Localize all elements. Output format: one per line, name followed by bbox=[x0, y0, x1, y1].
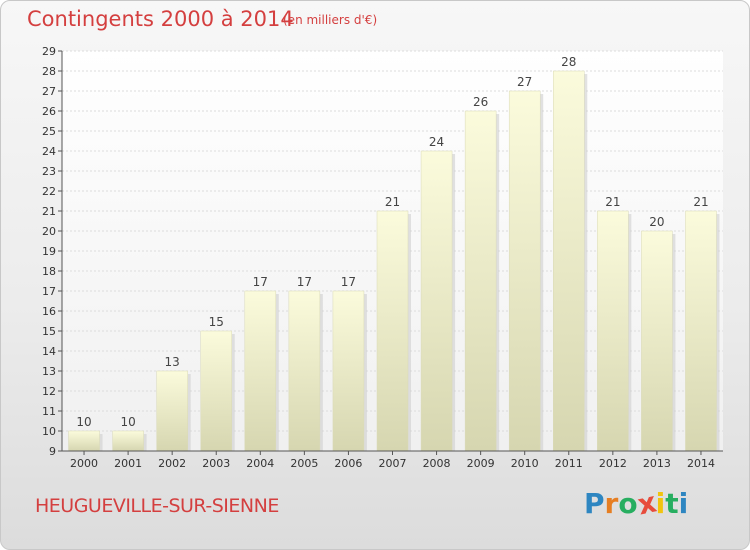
data-label: 15 bbox=[209, 315, 224, 329]
x-tick-label: 2003 bbox=[202, 457, 230, 470]
bar bbox=[597, 210, 629, 452]
bar bbox=[508, 90, 541, 452]
logo-letter: r bbox=[604, 487, 619, 520]
data-label: 13 bbox=[165, 355, 180, 369]
x-tick-label: 2009 bbox=[467, 457, 495, 470]
bar bbox=[420, 150, 453, 452]
chart-title: Contingents 2000 à 2014 bbox=[27, 7, 294, 31]
x-tick-label: 2012 bbox=[599, 457, 627, 470]
x-tick-label: 2014 bbox=[687, 457, 715, 470]
data-label: 17 bbox=[253, 275, 268, 289]
x-tick-label: 2004 bbox=[246, 457, 274, 470]
data-label: 24 bbox=[429, 135, 444, 149]
x-tick-label: 2002 bbox=[158, 457, 186, 470]
data-label: 17 bbox=[341, 275, 356, 289]
data-label: 17 bbox=[297, 275, 312, 289]
x-tick-label: 2007 bbox=[379, 457, 407, 470]
x-tick-label: 2001 bbox=[114, 457, 142, 470]
logo-letter: P bbox=[584, 487, 605, 520]
logo-letter: i bbox=[678, 487, 689, 520]
commune-name: HEUGUEVILLE-SUR-SIENNE bbox=[35, 495, 279, 517]
x-tick-label: 2008 bbox=[423, 457, 451, 470]
y-tick-label: 13 bbox=[42, 365, 56, 378]
bar bbox=[288, 290, 321, 452]
y-tick-label: 25 bbox=[42, 125, 56, 138]
bar bbox=[641, 230, 673, 452]
bar bbox=[244, 290, 277, 452]
data-label: 21 bbox=[385, 195, 400, 209]
y-tick-label: 28 bbox=[42, 65, 56, 78]
chart-subtitle: (en milliers d'€) bbox=[283, 13, 378, 27]
data-label: 21 bbox=[693, 195, 708, 209]
y-tick-label: 12 bbox=[42, 385, 56, 398]
y-tick-label: 24 bbox=[42, 145, 56, 158]
logo-letter: t bbox=[665, 487, 679, 520]
data-label: 21 bbox=[605, 195, 620, 209]
bar bbox=[376, 210, 409, 452]
x-tick-label: 2011 bbox=[555, 457, 583, 470]
bar bbox=[68, 430, 100, 452]
y-tick-label: 14 bbox=[42, 345, 56, 358]
x-tick-label: 2013 bbox=[643, 457, 671, 470]
y-tick-label: 22 bbox=[42, 185, 56, 198]
data-label: 20 bbox=[649, 215, 664, 229]
data-label: 10 bbox=[76, 415, 91, 429]
data-label: 10 bbox=[120, 415, 135, 429]
y-tick-label: 11 bbox=[42, 405, 56, 418]
bar bbox=[685, 210, 717, 452]
bar bbox=[332, 290, 365, 452]
y-tick-label: 27 bbox=[42, 85, 56, 98]
y-tick-label: 23 bbox=[42, 165, 56, 178]
logo-letter: i bbox=[655, 487, 666, 520]
y-tick-label: 18 bbox=[42, 265, 56, 278]
bar bbox=[112, 430, 144, 452]
data-label: 28 bbox=[561, 55, 576, 69]
proxiti-logo: Proxiti bbox=[584, 485, 689, 521]
bar bbox=[200, 330, 232, 452]
y-tick-label: 9 bbox=[49, 445, 56, 458]
data-label: 26 bbox=[473, 95, 488, 109]
bar bbox=[156, 370, 188, 452]
y-tick-label: 20 bbox=[42, 225, 56, 238]
x-tick-label: 2006 bbox=[334, 457, 362, 470]
bar bbox=[553, 70, 585, 452]
bar bbox=[464, 110, 497, 452]
y-tick-label: 19 bbox=[42, 245, 56, 258]
logo-letter: o bbox=[618, 487, 638, 520]
y-tick-label: 29 bbox=[42, 45, 56, 58]
y-tick-label: 10 bbox=[42, 425, 56, 438]
y-tick-label: 26 bbox=[42, 105, 56, 118]
y-tick-label: 17 bbox=[42, 285, 56, 298]
y-tick-label: 15 bbox=[42, 325, 56, 338]
x-tick-label: 2010 bbox=[511, 457, 539, 470]
x-tick-label: 2005 bbox=[290, 457, 318, 470]
y-tick-label: 21 bbox=[42, 205, 56, 218]
y-tick-label: 16 bbox=[42, 305, 56, 318]
x-tick-label: 2000 bbox=[70, 457, 98, 470]
data-label: 27 bbox=[517, 75, 532, 89]
